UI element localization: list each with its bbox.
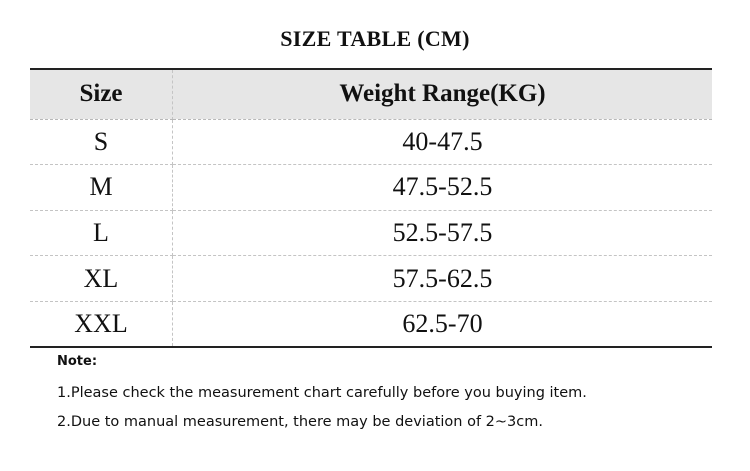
size-cell: XXL — [30, 301, 173, 348]
size-cell: S — [30, 119, 173, 166]
weight-cell: 52.5-57.5 — [172, 210, 712, 257]
weight-cell: 57.5-62.5 — [172, 255, 712, 302]
table-row: S 40-47.5 — [30, 119, 712, 166]
table-body: S 40-47.5 M 47.5-52.5 L 52.5-57.5 XL 57.… — [30, 119, 712, 348]
weight-cell: 40-47.5 — [172, 119, 712, 166]
note-line-measurement-chart: 1.Please check the measurement chart car… — [57, 385, 587, 401]
size-table: Size Weight Range(KG) S 40-47.5 M 47.5-5… — [30, 68, 712, 348]
table-header: Size Weight Range(KG) — [30, 68, 712, 120]
header-weight-range: Weight Range(KG) — [172, 68, 712, 120]
note-heading: Note: — [57, 354, 98, 369]
table-row: M 47.5-52.5 — [30, 164, 712, 211]
table-row: XXL 62.5-70 — [30, 301, 712, 348]
notes-section: Note: 1.Please check the measurement cha… — [57, 354, 587, 443]
table-row: XL 57.5-62.5 — [30, 255, 712, 302]
header-row: Size Weight Range(KG) — [30, 68, 712, 120]
note-line-deviation: 2.Due to manual measurement, there may b… — [57, 414, 543, 430]
weight-cell: 47.5-52.5 — [172, 164, 712, 211]
header-size: Size — [30, 68, 173, 120]
table-row: L 52.5-57.5 — [30, 210, 712, 257]
page-title: SIZE TABLE (CM) — [280, 26, 470, 51]
size-cell: XL — [30, 255, 173, 302]
weight-cell: 62.5-70 — [172, 301, 712, 348]
size-cell: L — [30, 210, 173, 257]
size-cell: M — [30, 164, 173, 211]
